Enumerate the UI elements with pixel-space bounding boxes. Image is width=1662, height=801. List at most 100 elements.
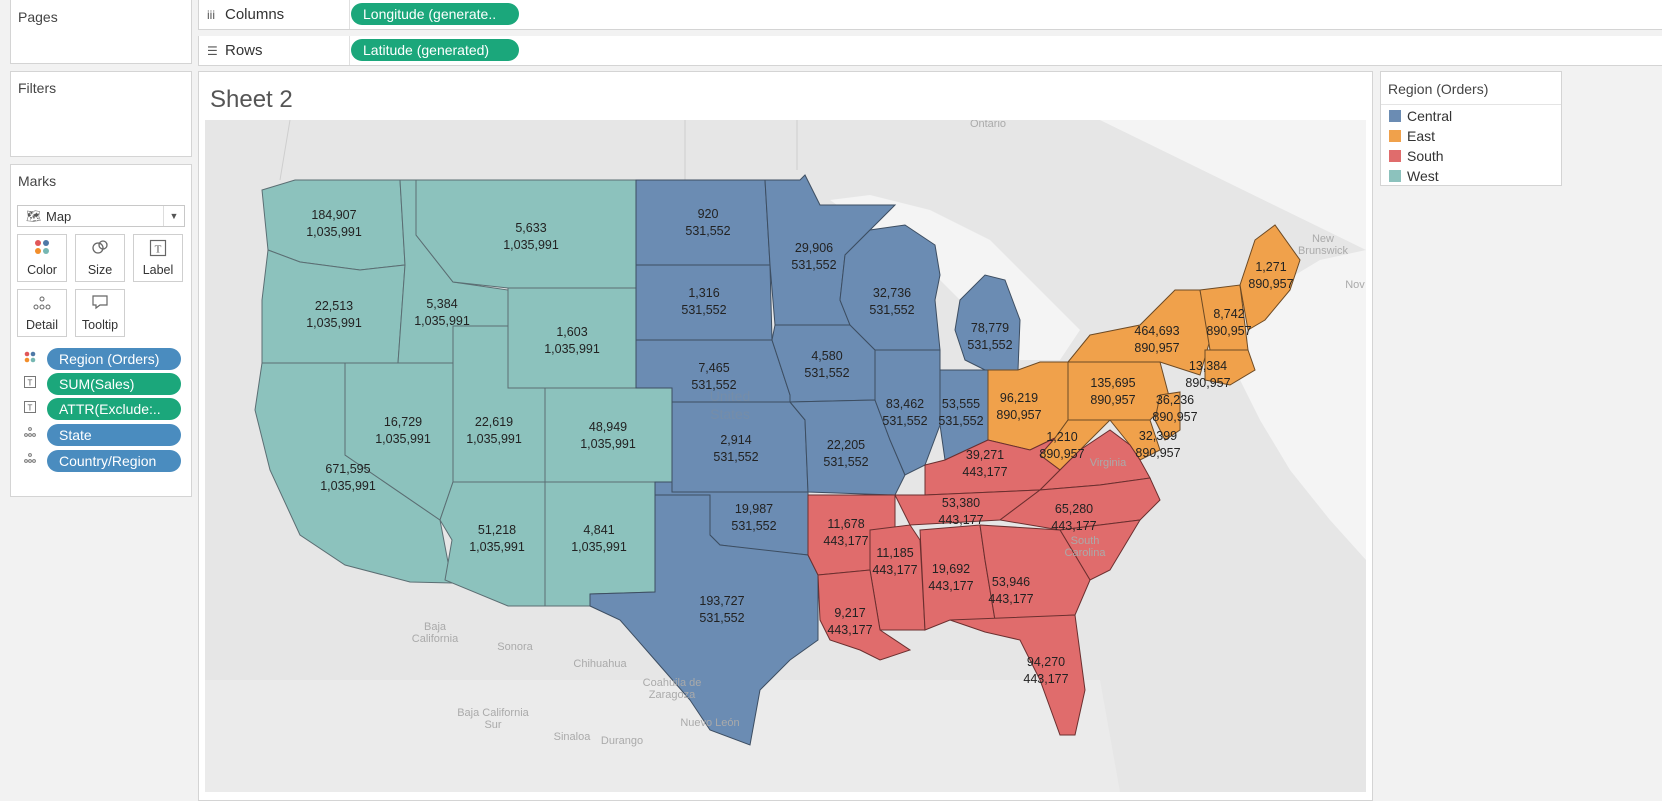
state-region-total-label: 531,552 bbox=[869, 303, 914, 317]
state-region-total-label: 890,957 bbox=[1134, 341, 1179, 355]
color-button-label: Color bbox=[27, 263, 57, 277]
state-region-total-label: 890,957 bbox=[1185, 376, 1230, 390]
sheet-title: Sheet 2 bbox=[210, 86, 293, 113]
geo-label: Sinaloa bbox=[554, 731, 592, 743]
geo-label: Chihuahua bbox=[573, 658, 627, 670]
state-louisiana[interactable] bbox=[817, 569, 912, 661]
state-sales-label: 51,218 bbox=[478, 523, 516, 537]
mark-field-state[interactable]: State bbox=[17, 424, 189, 446]
field-pill[interactable]: ATTR(Exclude:.. bbox=[47, 398, 181, 420]
state-region-total-label: 531,552 bbox=[691, 378, 736, 392]
chevron-down-icon[interactable]: ▼ bbox=[163, 206, 184, 226]
state-region-total-label: 890,957 bbox=[1152, 410, 1197, 424]
mexico-land bbox=[205, 680, 1120, 792]
state-region-total-label: 531,552 bbox=[713, 450, 758, 464]
state-region-total-label: 1,035,991 bbox=[503, 238, 559, 252]
state-sales-label: 1,603 bbox=[556, 325, 587, 339]
columns-shelf[interactable]: iii Columns Longitude (generate.. bbox=[198, 0, 1662, 30]
state-maine[interactable] bbox=[1239, 224, 1301, 331]
state-maryland[interactable] bbox=[1108, 419, 1161, 461]
state-sales-label: 9,217 bbox=[834, 606, 865, 620]
marks-card: Marks 🗺 Map ▼ Color Size T Label Detail … bbox=[10, 164, 192, 497]
state-region-total-label: 1,035,991 bbox=[414, 314, 470, 328]
tooltip-icon bbox=[76, 294, 124, 318]
rows-shelf[interactable]: ☰ Rows Latitude (generated) bbox=[198, 36, 1662, 66]
state-region-total-label: 531,552 bbox=[967, 338, 1012, 352]
state-region-total-label: 890,957 bbox=[1135, 446, 1180, 460]
legend-swatch bbox=[1389, 150, 1401, 162]
state-sales-label: 920 bbox=[698, 207, 719, 221]
geo-label: States bbox=[710, 406, 750, 422]
state-sales-label: 94,270 bbox=[1027, 655, 1065, 669]
geo-label: Sur bbox=[484, 719, 501, 731]
state-florida[interactable] bbox=[949, 614, 1086, 736]
state-sales-label: 671,595 bbox=[325, 462, 370, 476]
tooltip-button[interactable]: Tooltip bbox=[75, 289, 125, 337]
us-region-map[interactable]: Ontario New Brunswick Nov United States … bbox=[205, 120, 1366, 792]
geo-label: Baja bbox=[424, 621, 447, 633]
state-mississippi[interactable] bbox=[869, 524, 926, 631]
state-sales-label: 5,384 bbox=[426, 297, 457, 311]
mark-field-country[interactable]: Country/Region bbox=[17, 450, 189, 472]
mark-field-region[interactable]: Region (Orders) bbox=[17, 348, 189, 370]
geo-label: South bbox=[1071, 535, 1100, 547]
detail-button[interactable]: Detail bbox=[17, 289, 67, 337]
state-sales-label: 32,736 bbox=[873, 286, 911, 300]
state-region-total-label: 443,177 bbox=[962, 465, 1007, 479]
filters-shelf[interactable]: Filters bbox=[10, 71, 192, 157]
state-sales-label: 36,236 bbox=[1156, 393, 1194, 407]
state-sales-label: 83,462 bbox=[886, 397, 924, 411]
border-line bbox=[279, 120, 291, 181]
state-region-total-label: 443,177 bbox=[938, 513, 983, 527]
state-texas[interactable] bbox=[589, 494, 819, 746]
size-button-label: Size bbox=[87, 263, 113, 277]
state-sales-label: 16,729 bbox=[384, 415, 422, 429]
state-massachusetts[interactable] bbox=[1204, 349, 1256, 386]
size-button[interactable]: Size bbox=[75, 234, 125, 282]
state-sales-label: 53,380 bbox=[942, 496, 980, 510]
state-illinois[interactable] bbox=[874, 349, 941, 476]
state-sales-label: 22,513 bbox=[315, 299, 353, 313]
columns-icon: iii bbox=[207, 8, 215, 22]
legend-swatch bbox=[1389, 170, 1401, 182]
region-central bbox=[589, 174, 1021, 746]
svg-text:T: T bbox=[28, 404, 33, 413]
pages-shelf[interactable]: Pages bbox=[10, 0, 192, 64]
field-pill[interactable]: SUM(Sales) bbox=[47, 373, 181, 395]
water-ocean bbox=[1100, 120, 1366, 560]
label-button[interactable]: T Label bbox=[133, 234, 183, 282]
columns-pill[interactable]: Longitude (generate.. bbox=[351, 3, 519, 25]
geo-label: California bbox=[412, 633, 459, 645]
mark-type-dropdown[interactable]: 🗺 Map ▼ bbox=[17, 205, 185, 227]
state-sales-label: 2,914 bbox=[720, 433, 751, 447]
state-sales-label: 1,271 bbox=[1255, 260, 1286, 274]
region-west bbox=[254, 179, 673, 607]
state-sales-label: 5,633 bbox=[515, 221, 546, 235]
state-sales-label: 19,987 bbox=[735, 502, 773, 516]
tooltip-button-label: Tooltip bbox=[81, 318, 119, 332]
geo-label: Durango bbox=[601, 735, 643, 747]
detail-dots-icon bbox=[18, 294, 66, 318]
state-sales-label: 29,906 bbox=[795, 241, 833, 255]
geo-label: Brunswick bbox=[1298, 245, 1349, 257]
field-pill[interactable]: Country/Region bbox=[47, 450, 181, 472]
geo-label: United bbox=[710, 388, 750, 404]
color-button[interactable]: Color bbox=[17, 234, 67, 282]
rows-pill[interactable]: Latitude (generated) bbox=[351, 39, 519, 61]
state-sales-label: 22,205 bbox=[827, 438, 865, 452]
field-pill[interactable]: State bbox=[47, 424, 181, 446]
mark-field-attr[interactable]: T ATTR(Exclude:.. bbox=[17, 398, 189, 420]
state-north-dakota[interactable] bbox=[635, 179, 771, 266]
mark-field-sales[interactable]: T SUM(Sales) bbox=[17, 373, 189, 395]
state-new-jersey[interactable] bbox=[1154, 391, 1181, 441]
field-pill[interactable]: Region (Orders) bbox=[47, 348, 181, 370]
state-colorado[interactable] bbox=[544, 387, 673, 483]
filters-title: Filters bbox=[18, 80, 57, 96]
state-region-total-label: 1,035,991 bbox=[469, 540, 525, 554]
state-wisconsin[interactable] bbox=[839, 224, 941, 351]
geo-label: Nov bbox=[1345, 279, 1365, 291]
state-region-total-label: 443,177 bbox=[1023, 672, 1068, 686]
state-region-total-label: 443,177 bbox=[872, 563, 917, 577]
geo-label: Baja California bbox=[457, 707, 529, 719]
color-dots-icon bbox=[18, 239, 66, 263]
